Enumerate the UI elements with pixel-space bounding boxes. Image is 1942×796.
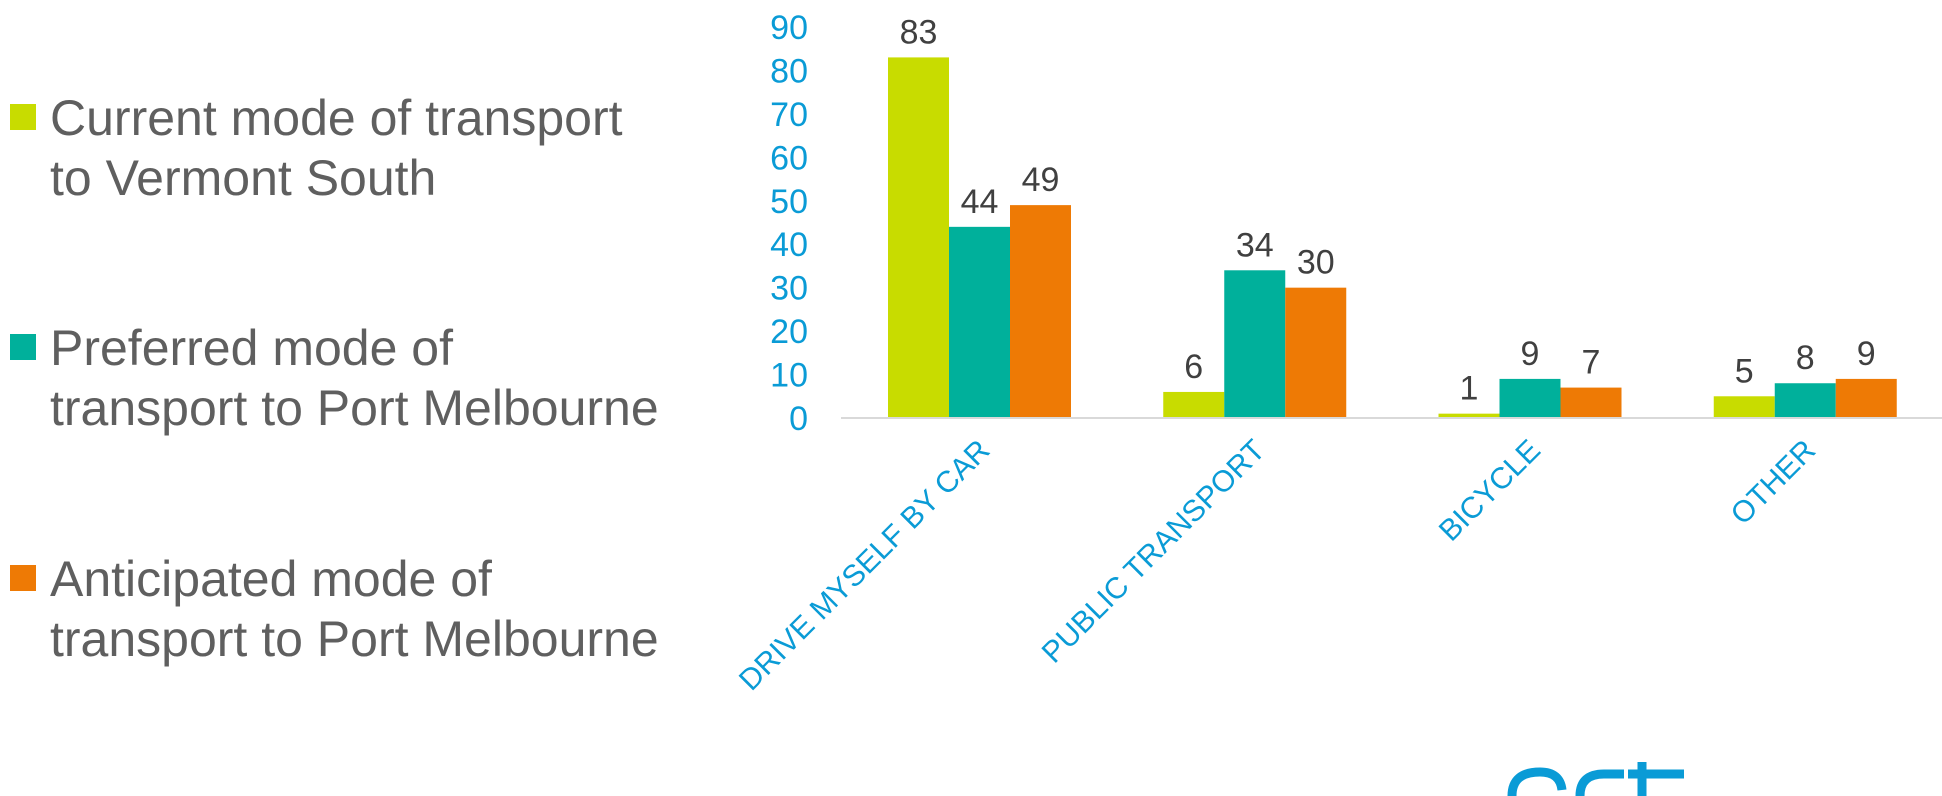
bar-series-group: [888, 57, 1897, 419]
legend-label-anticipated: Anticipated mode of transport to Port Me…: [50, 551, 659, 667]
bar-other-series-1: [1774, 383, 1836, 418]
bar-drive-myself-by-car-series-0: [888, 57, 949, 419]
x-tick-label-drive-myself-by-car: DRIVE MYSELF BY CAR: [733, 434, 996, 697]
bar-other-series-0: [1713, 396, 1775, 418]
y-tick-label-40: 40: [770, 226, 808, 264]
legend-swatch-anticipated: [10, 565, 36, 591]
y-tick-label-80: 80: [770, 52, 808, 90]
legend-item-anticipated: Anticipated mode of transport to Port Me…: [10, 549, 660, 669]
data-label-drive-myself-by-car-series-1: 44: [961, 183, 999, 221]
bar-bicycle-series-2: [1560, 387, 1622, 418]
data-label-bicycle-series-1: 9: [1521, 335, 1540, 373]
y-tick-label-70: 70: [770, 96, 808, 134]
x-tick-label-other: OTHER: [1725, 434, 1823, 532]
data-label-drive-myself-by-car-series-0: 83: [900, 13, 938, 51]
x-axis: DRIVE MYSELF BY CAR PUBLIC TRANSPORT BICYC…: [733, 434, 1822, 697]
y-tick-label-30: 30: [770, 270, 808, 308]
data-label-public-transport-series-1: 34: [1236, 226, 1274, 264]
x-tick-label-public-transport: PUBLIC TRANSPORT: [1036, 434, 1272, 670]
y-tick-label-90: 90: [770, 9, 808, 47]
bar-drive-myself-by-car-series-1: [949, 226, 1010, 418]
data-label-group: 83 44 49 6 34 30 1 9 7 5 8 9: [900, 13, 1876, 407]
bar-public-transport-series-2: [1285, 287, 1347, 418]
y-tick-label-50: 50: [770, 183, 808, 221]
data-label-bicycle-series-2: 7: [1582, 344, 1601, 382]
data-label-other-series-2: 9: [1857, 335, 1876, 373]
y-tick-label-60: 60: [770, 139, 808, 177]
legend-item-preferred: Preferred mode of transport to Port Melb…: [10, 318, 660, 438]
legend-label-current: Current mode of transport to Vermont Sou…: [50, 90, 623, 206]
bar-bicycle-series-0: [1438, 413, 1500, 418]
bar-public-transport-series-1: [1224, 270, 1286, 418]
y-tick-label-10: 10: [770, 357, 808, 395]
data-label-public-transport-series-2: 30: [1297, 244, 1335, 282]
y-tick-label-0: 0: [789, 400, 808, 438]
brand-logo: [1507, 762, 1684, 796]
bar-bicycle-series-1: [1499, 378, 1561, 418]
bar-public-transport-series-0: [1163, 391, 1225, 418]
x-tick-label-bicycle: BICYCLE: [1433, 434, 1547, 548]
data-label-other-series-1: 8: [1796, 339, 1815, 377]
y-tick-label-20: 20: [770, 313, 808, 351]
legend-swatch-current: [10, 104, 36, 130]
data-label-other-series-0: 5: [1735, 352, 1754, 390]
bar-other-series-2: [1835, 378, 1897, 418]
data-label-drive-myself-by-car-series-2: 49: [1022, 161, 1060, 199]
legend-swatch-preferred: [10, 334, 36, 360]
y-axis: 0 10 20 30 40 50 60 70 80 90: [770, 9, 808, 438]
data-label-bicycle-series-0: 1: [1460, 370, 1479, 408]
data-label-public-transport-series-0: 6: [1184, 348, 1203, 386]
legend-label-preferred: Preferred mode of transport to Port Melb…: [50, 320, 659, 436]
bar-drive-myself-by-car-series-2: [1010, 205, 1071, 418]
legend-item-current: Current mode of transport to Vermont Sou…: [10, 88, 660, 208]
